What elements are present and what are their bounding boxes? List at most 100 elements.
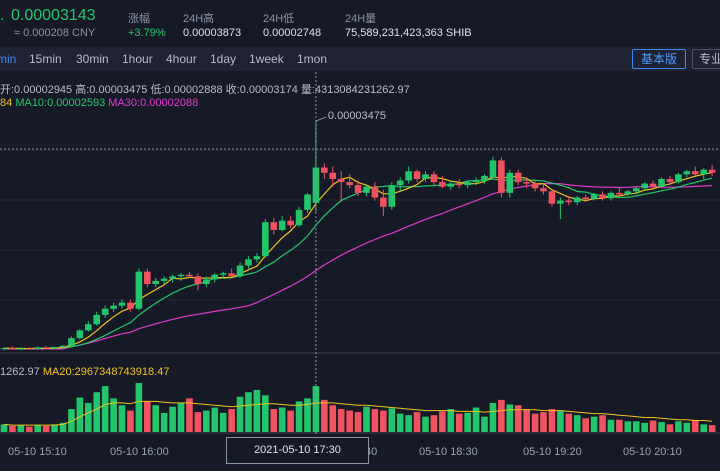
candle-body bbox=[708, 169, 716, 173]
candle-body bbox=[557, 200, 564, 204]
candle-body bbox=[599, 194, 606, 199]
candle-body bbox=[177, 274, 185, 277]
volume-bar bbox=[540, 412, 547, 432]
x-tick-label: 05-10 19:20 bbox=[523, 446, 582, 458]
volume-bar bbox=[658, 422, 665, 432]
candle-body bbox=[616, 192, 623, 195]
volume-bar bbox=[413, 412, 421, 432]
volume-bar bbox=[565, 413, 573, 432]
high-price-label: 0.00003475 bbox=[328, 110, 386, 122]
volume-bar bbox=[430, 415, 438, 432]
volume-bar bbox=[93, 392, 101, 432]
candle-body bbox=[632, 188, 640, 192]
candle-body bbox=[295, 209, 303, 226]
volume-bar bbox=[472, 407, 480, 432]
volume-bar bbox=[691, 420, 699, 432]
ohlc-readout: 开:0.00002945 高:0.00003475 低:0.00002888 收… bbox=[0, 84, 410, 96]
candle-body bbox=[270, 222, 278, 230]
candle-body bbox=[683, 171, 691, 175]
candle-body bbox=[422, 174, 429, 179]
candle-body bbox=[245, 259, 252, 266]
volume-bar bbox=[177, 402, 185, 432]
candle-body bbox=[489, 160, 497, 178]
timeframe-1hour[interactable]: 1hour bbox=[122, 52, 153, 66]
candle-body bbox=[675, 174, 682, 183]
x-tick-label: 05-10 20:10 bbox=[623, 446, 682, 458]
candle-body bbox=[236, 265, 244, 277]
volume-bar bbox=[169, 406, 176, 432]
x-tick-label: 05-10 15:10 bbox=[8, 446, 67, 458]
candle-body bbox=[262, 222, 269, 257]
volume-bar bbox=[422, 416, 429, 432]
volume-bar bbox=[76, 397, 84, 432]
volume-bar bbox=[186, 398, 193, 432]
volume-bar bbox=[211, 407, 219, 432]
volume-ma-readout: 1262.97 MA20:2967348743918.47 bbox=[0, 366, 169, 378]
volume-bar bbox=[489, 402, 497, 432]
timeframe-1min[interactable]: min bbox=[0, 52, 17, 66]
volume-bar bbox=[380, 410, 387, 432]
candle-body bbox=[278, 220, 286, 230]
volume-bar bbox=[590, 416, 598, 432]
candle-body bbox=[0, 348, 8, 350]
timeframe-toolbar: min 15min 30min 1hour 4hour 1day 1week 1… bbox=[0, 47, 720, 71]
last-price: 0.00003143 bbox=[11, 7, 96, 24]
timeframe-15min[interactable]: 15min bbox=[29, 52, 62, 66]
candle-body bbox=[700, 169, 707, 175]
candle-body bbox=[666, 178, 674, 183]
candle-body bbox=[430, 174, 438, 183]
candle-body bbox=[413, 171, 421, 179]
candle-body bbox=[455, 183, 463, 186]
volume-bar bbox=[675, 421, 682, 432]
volume-bar bbox=[649, 420, 657, 432]
volume-bar bbox=[85, 402, 92, 432]
volume-bar bbox=[557, 410, 564, 432]
volume-bar bbox=[455, 413, 463, 432]
timeframe-1day[interactable]: 1day bbox=[210, 52, 237, 66]
volume-bar bbox=[523, 409, 530, 432]
volume-bar bbox=[371, 409, 379, 432]
low-label: 24H低 bbox=[263, 13, 295, 25]
volume-bar bbox=[228, 409, 235, 432]
timeframe-1week[interactable]: 1week bbox=[249, 52, 284, 66]
candle-body bbox=[380, 197, 387, 207]
candle-body bbox=[304, 194, 311, 210]
ma5-line bbox=[3, 171, 713, 350]
candle-body bbox=[228, 273, 235, 277]
timeframe-30min[interactable]: 30min bbox=[76, 52, 109, 66]
candle-body bbox=[59, 345, 67, 348]
volume-bar bbox=[700, 424, 707, 432]
ma30-line bbox=[4, 182, 713, 350]
candle-body bbox=[472, 180, 480, 183]
volume-value: 75,589,231,423,363 SHIB bbox=[345, 27, 472, 39]
volume-bar bbox=[0, 424, 8, 432]
candle-body bbox=[439, 182, 446, 187]
volume-bar bbox=[405, 415, 412, 432]
volume-bar bbox=[152, 405, 160, 432]
volume-bar bbox=[287, 410, 294, 432]
candle-body bbox=[321, 167, 328, 173]
timeframe-4hour[interactable]: 4hour bbox=[166, 52, 197, 66]
candle-body bbox=[329, 172, 337, 179]
candle-body bbox=[169, 276, 176, 279]
volume-bar bbox=[219, 412, 227, 432]
volume-bar bbox=[481, 416, 488, 432]
volume-bar bbox=[236, 396, 244, 432]
candle-body bbox=[396, 180, 404, 186]
ma30-value: MA30:0.00002088 bbox=[108, 97, 199, 109]
volume-bar bbox=[25, 426, 33, 432]
pro-version-button[interactable]: 专业 bbox=[692, 49, 720, 69]
volume-bar bbox=[135, 383, 143, 432]
basic-version-button[interactable]: 基本版 bbox=[632, 49, 686, 69]
volume-bar bbox=[624, 421, 632, 432]
ma-readout: 84 MA10:0.00002593 MA30:0.00002088 bbox=[0, 97, 198, 109]
candle-body bbox=[203, 279, 210, 285]
candle-body bbox=[481, 175, 488, 181]
volume-bar bbox=[708, 425, 716, 432]
candle-body bbox=[523, 182, 530, 184]
timeframe-1mon[interactable]: 1mon bbox=[297, 52, 328, 66]
volume-bar bbox=[17, 425, 25, 432]
ma5-value: 84 bbox=[0, 97, 13, 109]
candle-body bbox=[565, 200, 573, 203]
